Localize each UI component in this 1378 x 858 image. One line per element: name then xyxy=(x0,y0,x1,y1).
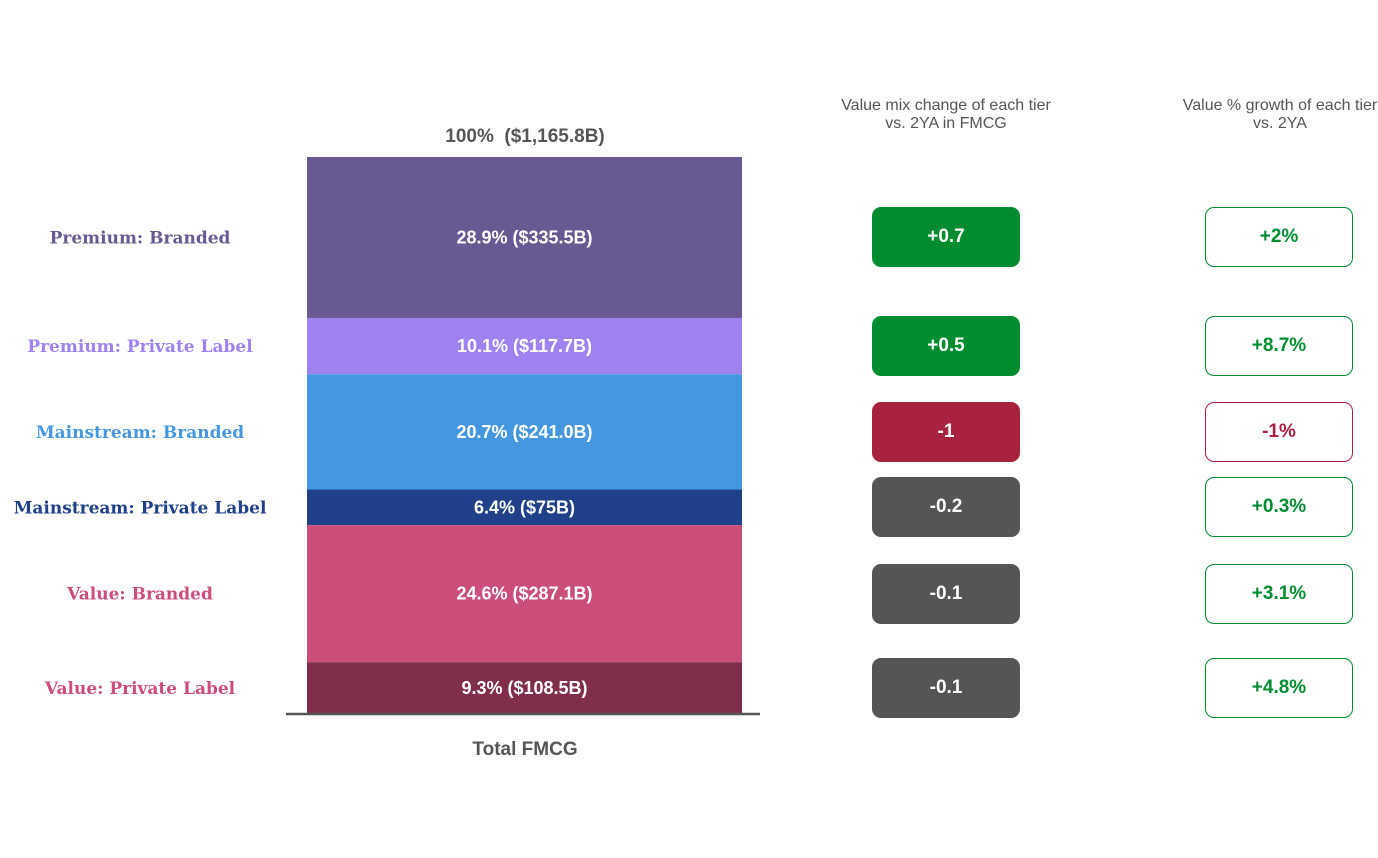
tier-name-label: Mainstream: Private Label xyxy=(14,498,267,518)
segment-value-label: 24.6% ($287.1B) xyxy=(456,584,592,604)
growth-badge: +4.8% xyxy=(1205,658,1353,719)
mix-change-header: Value mix change of each tier vs. 2YA in… xyxy=(841,97,1051,132)
bar-segment xyxy=(307,317,742,375)
bar-segment xyxy=(307,374,742,490)
tier-name-label: Premium: Branded xyxy=(50,228,231,248)
segment-value-label: 6.4% ($75B) xyxy=(474,497,575,517)
mix-change-badge: -1 xyxy=(872,401,1020,462)
mix-change-badge: -0.2 xyxy=(872,477,1020,538)
x-axis-category-label: Total FMCG xyxy=(472,739,577,760)
tier-labels: Premium: Branded Premium: Private Label Ma… xyxy=(14,228,267,699)
tier-name-label: Value: Private Label xyxy=(44,679,236,699)
tier-name-label: Value: Branded xyxy=(66,585,213,605)
bar-segment xyxy=(307,525,742,663)
mix-change-badge: +0.7 xyxy=(872,207,1020,268)
segment-value-label: 20.7% ($241.0B) xyxy=(456,422,592,442)
growth-badge: +0.3% xyxy=(1205,477,1353,538)
total-value-label: 100% ($1,165.8B) xyxy=(445,126,605,147)
growth-badge: -1% xyxy=(1205,401,1353,462)
bar-segment xyxy=(307,157,742,318)
mix-change-badge: +0.5 xyxy=(872,316,1020,377)
mix-change-badge: -0.1 xyxy=(872,563,1020,624)
segment-value-label: 28.9% ($335.5B) xyxy=(456,227,592,247)
growth-header: Value % growth of each tier vs. 2YA xyxy=(1182,97,1378,132)
tier-name-label: Premium: Private Label xyxy=(27,337,253,357)
tier-name-label: Mainstream: Branded xyxy=(36,423,244,443)
bar-segment xyxy=(307,489,742,526)
growth-badge: +3.1% xyxy=(1205,563,1353,624)
segment-value-label: 9.3% ($108.5B) xyxy=(461,678,587,698)
segment-value-label: 10.1% ($117.7B) xyxy=(457,336,592,356)
growth-badge: +2% xyxy=(1205,207,1353,268)
bar-segment xyxy=(307,662,742,714)
growth-badge: +8.7% xyxy=(1205,316,1353,377)
mix-change-badge: -0.1 xyxy=(872,658,1020,719)
bar-segments: 28.9% ($335.5B) 10.1% ($117.7B) 20.7% ($24… xyxy=(307,157,742,714)
